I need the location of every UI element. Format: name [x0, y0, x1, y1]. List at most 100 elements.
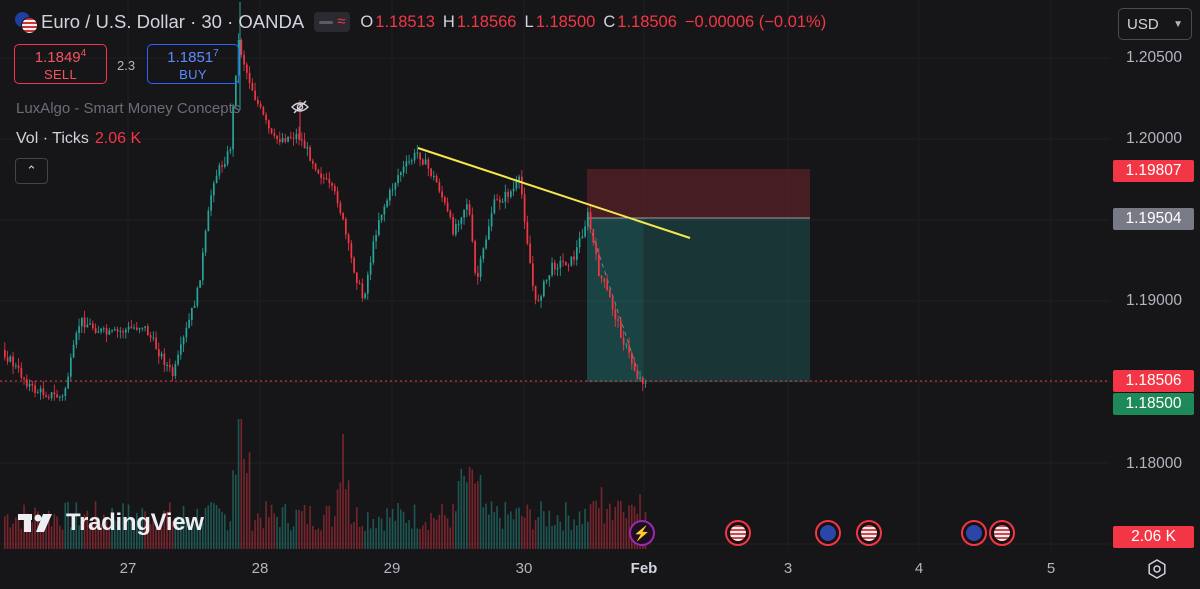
eye-hidden-icon[interactable]: [290, 97, 310, 117]
candle-body: [435, 175, 438, 183]
indicator-luxalgo-legend[interactable]: LuxAlgo - Smart Money Concepts: [16, 100, 241, 117]
volume-bar: [287, 523, 289, 549]
volume-bar: [422, 525, 424, 549]
candle-body: [342, 212, 344, 220]
candle-body: [589, 212, 592, 230]
volume-bar: [114, 520, 116, 549]
candle-body: [185, 327, 188, 338]
candle-body: [152, 337, 155, 339]
candle-body: [39, 388, 42, 393]
sell-price: 1.1849: [34, 49, 81, 66]
candle-body: [493, 199, 496, 214]
volume-bar: [389, 517, 391, 549]
volume-bar: [262, 528, 265, 549]
sell-button[interactable]: 1.18494 SELL: [14, 44, 107, 84]
candle-body: [56, 394, 58, 398]
candle-body: [372, 241, 375, 263]
candle-body: [471, 214, 474, 242]
volume-bar: [534, 519, 537, 549]
candle-body: [537, 299, 540, 301]
close-value: 1.18506: [617, 12, 677, 31]
volume-bar: [210, 501, 212, 549]
volume-bar: [138, 518, 141, 549]
time-axis-label: Feb: [630, 560, 658, 577]
candle-body: [600, 275, 603, 279]
candle-body: [551, 262, 553, 276]
flash-event-marker[interactable]: ⚡: [629, 520, 655, 546]
volume-bar: [537, 516, 540, 549]
volume-bar: [191, 523, 193, 549]
candle-body: [562, 260, 564, 262]
candle-body: [59, 396, 61, 398]
volume-bar: [433, 517, 435, 549]
volume-bar: [595, 500, 597, 549]
volume-bar: [589, 503, 592, 549]
eu-event-marker[interactable]: [815, 520, 841, 546]
candle-body: [127, 326, 130, 330]
buy-price: 1.1851: [167, 49, 214, 66]
volume-bar: [323, 514, 325, 549]
volume-bar: [452, 504, 454, 549]
candle-body: [42, 388, 45, 396]
candle-body: [540, 296, 542, 301]
volume-bar: [529, 509, 531, 549]
volume-bar: [273, 513, 276, 549]
us-event-marker[interactable]: [856, 520, 882, 546]
candle-body: [631, 352, 633, 364]
candle-body: [510, 191, 512, 197]
candle-body: [86, 324, 89, 328]
candle-body: [94, 328, 97, 333]
take-profit-price-tag: 1.18500: [1113, 393, 1194, 415]
symbol-title[interactable]: Euro / U.S. Dollar · 30 · OANDA: [41, 11, 305, 32]
volume-bar: [328, 505, 331, 549]
gear-icon[interactable]: [1146, 558, 1168, 580]
position-zones: [586, 169, 810, 382]
us-flag-icon: [861, 525, 877, 541]
candle-body: [518, 176, 520, 182]
volume-bar: [540, 501, 542, 549]
candle-body: [389, 189, 391, 201]
volume-bar: [314, 529, 317, 549]
indicator-volume-legend[interactable]: Vol · Ticks 2.06 K: [16, 130, 141, 148]
candle-body: [314, 163, 317, 170]
buy-button[interactable]: 1.18517 BUY: [147, 44, 239, 84]
volume-bar: [306, 524, 309, 549]
candle-body: [587, 212, 589, 227]
candle-body: [400, 172, 402, 176]
time-axis-label: 28: [251, 560, 269, 577]
currency-select[interactable]: USD ▼: [1118, 8, 1192, 40]
candle-body: [64, 388, 67, 396]
us-flag-icon: [730, 525, 746, 541]
candle-body: [411, 160, 413, 162]
candle-body: [323, 177, 325, 179]
candle-body: [598, 254, 600, 276]
candle-body: [521, 176, 523, 195]
candle-body: [119, 331, 122, 333]
candle-body: [171, 367, 174, 377]
collapse-legend-button[interactable]: ⌃: [15, 158, 48, 184]
spread-value: 2.3: [117, 58, 136, 73]
eu-event-marker[interactable]: [961, 520, 987, 546]
volume-bar: [400, 509, 402, 549]
candle-body: [15, 365, 17, 367]
wave-icon: ≈: [337, 13, 346, 30]
candle-body: [97, 331, 100, 333]
candle-body: [581, 236, 584, 239]
candle-body: [474, 241, 476, 273]
candle-body: [507, 191, 509, 197]
candle-body: [246, 64, 248, 73]
us-event-marker[interactable]: [725, 520, 751, 546]
us-event-marker[interactable]: [989, 520, 1015, 546]
close-label: C: [603, 12, 616, 31]
volume-bar: [446, 518, 449, 549]
indicator-toggle-pill[interactable]: ≈: [314, 12, 351, 32]
candle-body: [595, 242, 597, 255]
volume-bar: [499, 517, 501, 549]
candle-body: [350, 243, 353, 258]
candle-body: [452, 217, 454, 235]
volume-bar: [59, 525, 61, 549]
candle-body: [482, 248, 485, 259]
volume-bar: [600, 487, 603, 549]
candle-body: [122, 331, 124, 333]
